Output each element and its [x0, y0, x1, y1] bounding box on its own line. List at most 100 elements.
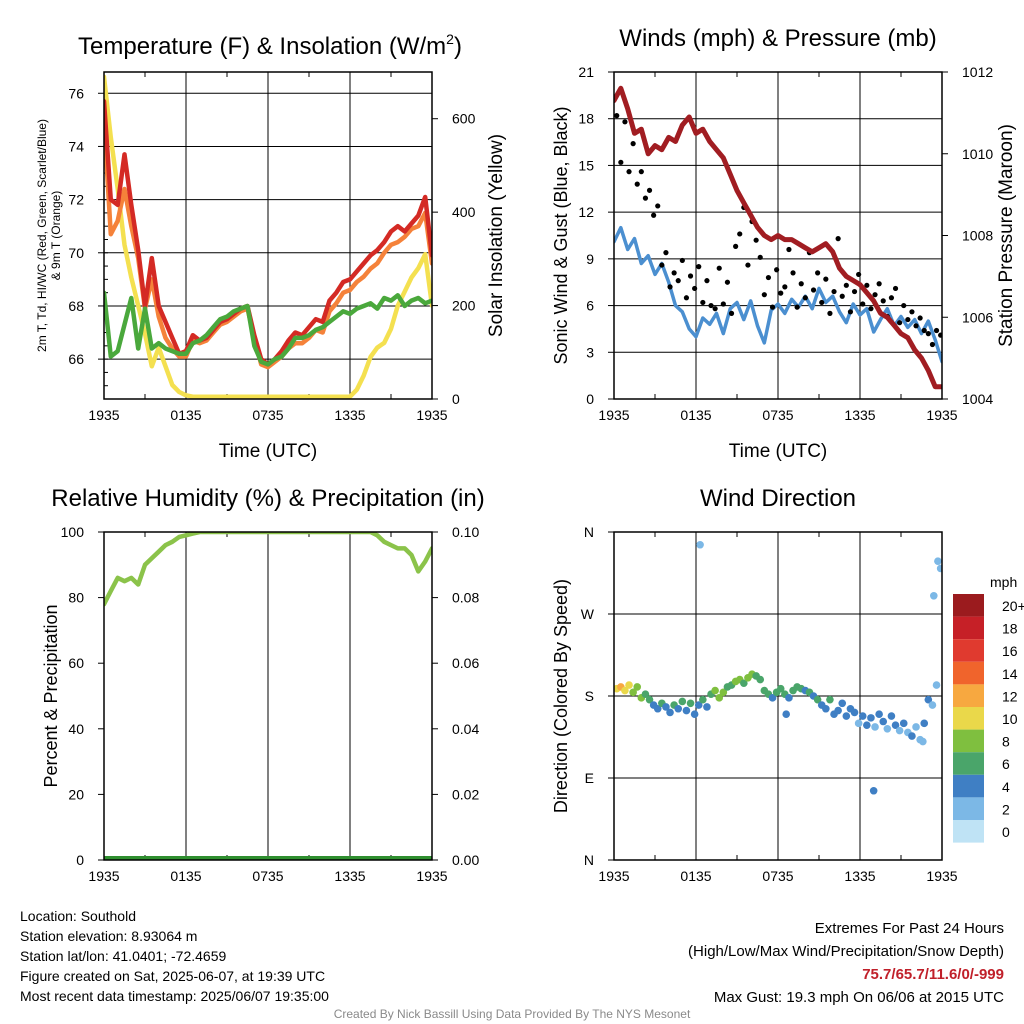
gust-point — [733, 243, 739, 249]
direction-point — [838, 699, 847, 708]
direction-point — [696, 540, 704, 549]
direction-point — [928, 701, 937, 709]
gust-point — [790, 270, 796, 276]
gust-point — [651, 212, 657, 218]
legend-label: 18 — [1002, 621, 1018, 637]
direction-point — [703, 703, 711, 711]
gust-point — [933, 327, 940, 334]
direction-point — [711, 686, 719, 695]
y-tick-label: 60 — [68, 655, 84, 671]
y-right-tick-label: 1012 — [962, 64, 993, 80]
gust-point — [831, 288, 837, 295]
direction-point — [666, 708, 674, 717]
direction-point — [826, 695, 834, 704]
gust-point — [880, 298, 886, 304]
x-axis-label: Time (UTC) — [219, 441, 318, 462]
station-elevation: Station elevation: 8.93064 m — [20, 928, 198, 944]
gust-point — [683, 295, 690, 301]
direction-point — [641, 690, 650, 698]
figure-created: Figure created on Sat, 2025-06-07, at 19… — [20, 968, 326, 984]
gust-point — [704, 278, 710, 284]
y-right-axis-label: Station Pressure (Maroon) — [996, 124, 1017, 347]
gust-point — [757, 254, 763, 260]
legend-swatch — [953, 729, 984, 753]
y-right-tick-label: 1006 — [962, 309, 993, 325]
direction-point — [822, 704, 830, 713]
gust-point — [774, 267, 780, 273]
gust-point — [938, 332, 942, 338]
legend-swatch — [953, 594, 984, 617]
meteogram-figure: 1935 0135 0735 1335 193566687072747602004006… — [35, 25, 1024, 884]
gust-point — [888, 295, 895, 301]
y-tick-label: 6 — [586, 298, 594, 314]
y-tick-label: 9 — [586, 251, 594, 267]
y-tick-label: 21 — [578, 64, 594, 80]
y-tick-label: 68 — [68, 298, 84, 314]
gust-point — [925, 331, 931, 337]
y-axis-label: Percent & Precipitation — [41, 604, 61, 787]
legend-swatch — [953, 774, 984, 798]
gust-point — [810, 287, 817, 293]
gust-point — [618, 159, 624, 165]
y-axis-label: & 9m T (Orange) — [49, 191, 63, 281]
plot-frame — [103, 71, 433, 400]
gust-point — [626, 169, 632, 175]
y-tick-label: 74 — [68, 138, 84, 154]
direction-point — [899, 719, 908, 728]
y-right-tick-label: 0.04 — [452, 721, 479, 737]
legend-label: 6 — [1002, 756, 1010, 772]
direction-point — [924, 695, 933, 704]
gust-point — [843, 282, 849, 288]
gust-point — [802, 295, 808, 301]
direction-point — [645, 695, 654, 704]
y-tick-label: 80 — [68, 590, 84, 606]
direction-point — [863, 721, 871, 729]
series-line-rh — [104, 532, 432, 607]
direction-point — [782, 710, 790, 719]
direction-point — [934, 557, 942, 565]
legend-label: 10 — [1002, 711, 1018, 727]
gust-point — [901, 302, 907, 309]
direction-point — [768, 694, 777, 702]
y-tick-label: 100 — [61, 524, 85, 540]
y-right-tick-label: 0.10 — [452, 524, 479, 540]
gust-point — [692, 285, 698, 292]
gust-point — [716, 265, 722, 271]
direction-point — [867, 714, 875, 722]
gust-point — [864, 282, 870, 288]
x-tick-label: 0135 — [680, 407, 711, 423]
direction-point — [653, 704, 662, 713]
gust-point — [823, 276, 829, 282]
legend-label: 14 — [1002, 666, 1018, 682]
y-tick-label: N — [584, 524, 594, 540]
direction-point — [776, 684, 785, 693]
direction-point — [875, 710, 883, 719]
direction-point — [936, 564, 942, 573]
y-tick-label: 0 — [76, 852, 84, 868]
direction-point — [932, 681, 941, 689]
legend-swatch — [953, 661, 984, 685]
direction-point — [678, 697, 687, 706]
y-right-tick-label: 400 — [452, 204, 476, 220]
gust-point — [872, 292, 878, 298]
legend-label: 12 — [1002, 688, 1018, 704]
direction-point — [850, 708, 859, 717]
gust-point — [860, 301, 866, 307]
y-tick-label: 66 — [68, 351, 84, 367]
gust-point — [856, 271, 862, 278]
direction-point — [842, 712, 851, 720]
legend-label: 4 — [1002, 779, 1010, 795]
y-right-tick-label: 0.02 — [452, 786, 479, 802]
gust-point — [897, 320, 903, 326]
x-tick-label: 1935 — [598, 407, 629, 423]
extremes-values: 75.7/65.7/11.6/0/-999 — [862, 966, 1004, 983]
x-tick-label: 1935 — [598, 868, 629, 884]
gust-point — [630, 141, 636, 147]
direction-point — [834, 706, 842, 715]
gust-point — [675, 278, 681, 284]
y-right-tick-label: 200 — [452, 298, 476, 314]
x-tick-label: 1335 — [334, 868, 365, 884]
extremes-title: Extremes For Past 24 Hours — [814, 920, 1004, 937]
direction-point — [629, 688, 637, 697]
gust-point — [917, 315, 923, 321]
